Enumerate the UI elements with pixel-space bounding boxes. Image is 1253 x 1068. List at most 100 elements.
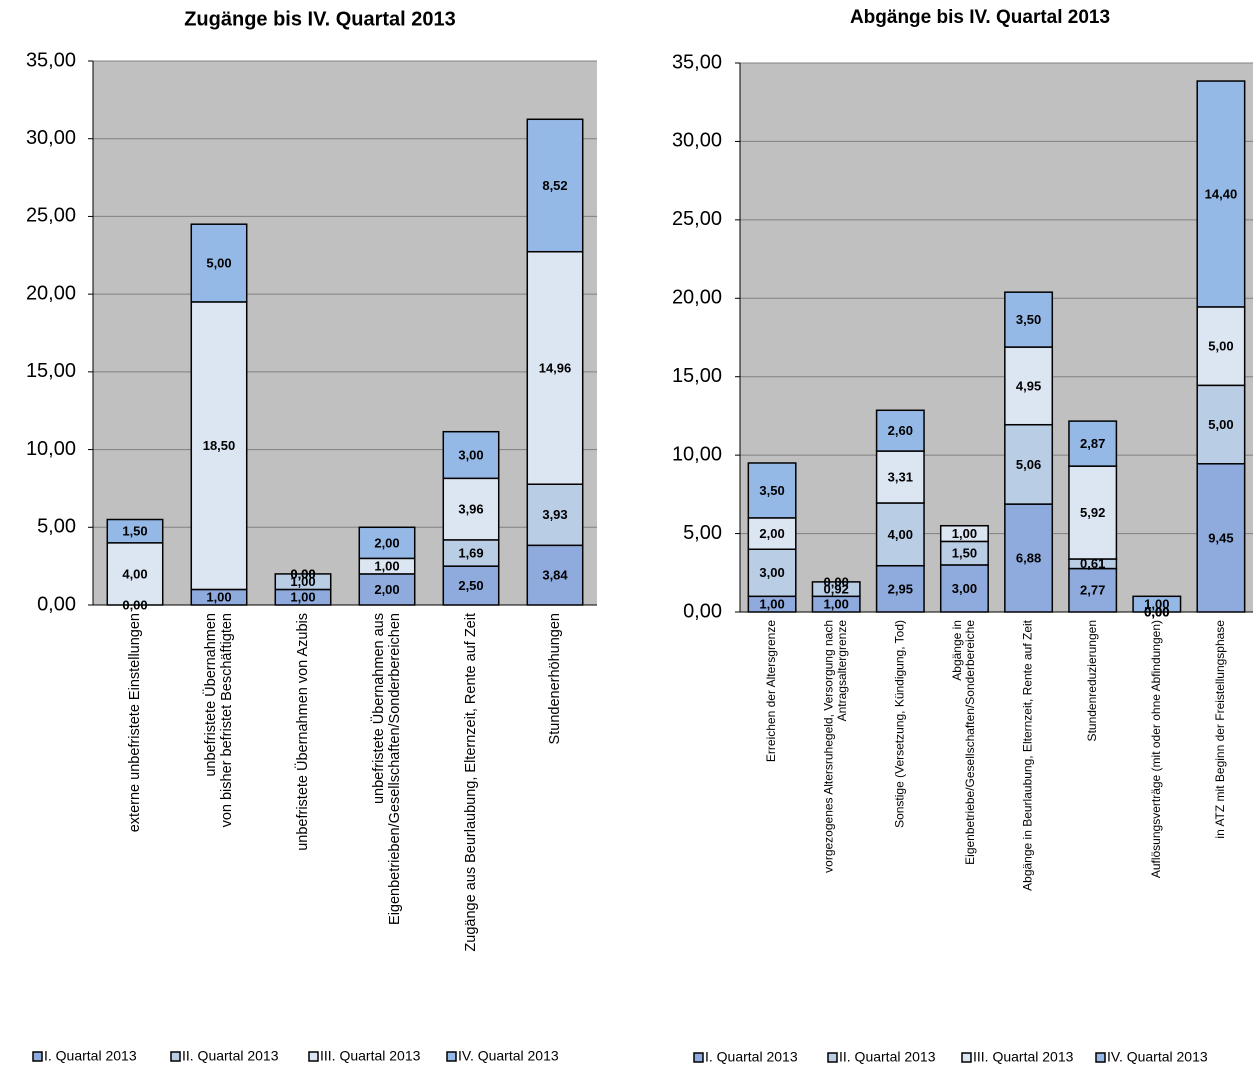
- x-tick-label-group: unbefristete Übernahmen von Azubis: [293, 613, 311, 851]
- value-label: 0,00: [290, 566, 315, 581]
- value-label: 0,61: [1080, 556, 1105, 571]
- value-label: 1,00: [952, 526, 977, 541]
- legend-swatch: [308, 1051, 319, 1062]
- y-tick-label: 35,00: [26, 49, 76, 71]
- y-tick-label: 5,00: [37, 516, 76, 538]
- x-tick-label-group: externe unbefristete Einstellungen: [127, 613, 143, 832]
- y-tick-label: 0,00: [37, 593, 76, 615]
- value-label: 2,95: [888, 581, 913, 596]
- value-label: 0,00: [824, 574, 849, 589]
- legend-swatch: [32, 1051, 43, 1062]
- x-tick-label-group: unbefristete Übernahmen von bisher befri…: [201, 613, 235, 831]
- x-tick-label-group: Abgänge in Eigenbetriebe/Gesellschaften/…: [950, 620, 977, 868]
- bar-segment: [875, 450, 925, 504]
- value-label: 4,95: [1016, 378, 1041, 393]
- bar-segment: [190, 301, 248, 591]
- y-tick-label: 10,00: [26, 438, 76, 460]
- legend-swatch: [961, 1052, 972, 1063]
- legend-swatch: [827, 1052, 838, 1063]
- y-tick-label: 30,00: [672, 130, 722, 152]
- x-tick-label: Abgänge in Eigenbetriebe/Gesellschaften/…: [950, 620, 977, 868]
- value-label: 18,50: [203, 438, 236, 453]
- value-label: 3,84: [542, 568, 568, 583]
- value-label: 8,52: [542, 178, 567, 193]
- value-label: 3,93: [542, 507, 567, 522]
- x-tick-label: in ATZ mit Beginn der Freistellungsphase: [1213, 620, 1227, 839]
- value-label: 0,00: [122, 597, 147, 612]
- value-label: 2,87: [1080, 436, 1105, 451]
- value-label: 3,50: [759, 483, 784, 498]
- value-label: 4,00: [888, 527, 913, 542]
- value-label: 14,96: [539, 360, 572, 375]
- value-label: 4,00: [122, 566, 147, 581]
- bar-segment: [1068, 567, 1118, 613]
- value-label: 1,50: [952, 546, 977, 561]
- legend-label: IV. Quartal 2013: [1107, 1049, 1208, 1065]
- value-label: 9,45: [1208, 530, 1233, 545]
- x-tick-label-group: Sonstige (Versetzung, Kündigung, Tod): [892, 620, 906, 828]
- x-tick-label: vorgezogenes Altersruhegeld, Versorgung …: [822, 620, 849, 873]
- x-tick-label: Erreichen der Altersgrenze: [764, 620, 778, 762]
- bar-segment: [1196, 306, 1246, 387]
- x-tick-label: unbefristete Übernahmen von Azubis: [293, 613, 311, 851]
- value-label: 5,06: [1016, 457, 1041, 472]
- x-tick-label: Stundenerhöhungen: [547, 613, 563, 744]
- chart-title: Zugänge bis IV. Quartal 2013: [184, 8, 456, 30]
- bar-segment: [442, 430, 500, 480]
- bar-segment: [875, 564, 925, 613]
- bar-segment: [747, 462, 797, 519]
- value-label: 3,00: [952, 581, 977, 596]
- bar-segment: [875, 409, 925, 452]
- value-label: 2,00: [374, 535, 399, 550]
- y-tick-label: 15,00: [26, 360, 76, 382]
- bar-segment: [875, 502, 925, 567]
- y-tick-label: 20,00: [672, 287, 722, 309]
- bar-segment: [106, 542, 164, 606]
- y-tick-label: 0,00: [683, 600, 722, 622]
- value-label: 5,00: [1208, 417, 1233, 432]
- x-tick-label-group: Abgänge in Beurlaubung, Elternzeit, Rent…: [1021, 619, 1035, 891]
- legend-label: III. Quartal 2013: [320, 1048, 421, 1064]
- x-tick-label-group: unbefristete Übernahmen aus Eigenbetrieb…: [369, 613, 403, 929]
- bar-segment: [106, 518, 164, 544]
- x-tick-label: unbefristete Übernahmen von bisher befri…: [201, 613, 235, 831]
- bar-segment: [1196, 463, 1246, 613]
- bar-segment: [1068, 420, 1118, 467]
- value-label: 2,77: [1080, 583, 1105, 598]
- legend-label: II. Quartal 2013: [182, 1048, 279, 1064]
- x-tick-label: Stundenreduzierungen: [1085, 620, 1099, 741]
- value-label: 0,00: [1144, 604, 1169, 619]
- bar-segment: [1196, 80, 1246, 308]
- bar-segment: [811, 581, 861, 598]
- legend-label: IV. Quartal 2013: [458, 1048, 559, 1064]
- y-tick-label: 25,00: [672, 208, 722, 230]
- value-label: 1,00: [206, 590, 231, 605]
- y-tick-label: 15,00: [672, 365, 722, 387]
- value-label: 2,60: [888, 423, 913, 438]
- value-label: 5,92: [1080, 505, 1105, 520]
- x-tick-label-group: Auflösungsverträge (mit oder ohne Abfind…: [1149, 620, 1163, 878]
- value-label: 1,00: [1144, 597, 1169, 612]
- value-label: 0,92: [824, 582, 849, 597]
- value-label: 14,40: [1205, 186, 1238, 201]
- value-label: 3,50: [1016, 312, 1041, 327]
- y-tick-label: 25,00: [26, 205, 76, 227]
- bar-segment: [358, 526, 416, 560]
- value-label: 1,00: [290, 590, 315, 605]
- value-label: 5,00: [1208, 339, 1233, 354]
- bar-segment: [747, 517, 797, 551]
- bar-segment: [442, 477, 500, 541]
- legend-swatch: [170, 1051, 181, 1062]
- value-label: 1,00: [374, 559, 399, 574]
- x-tick-label: unbefristete Übernahmen aus Eigenbetrieb…: [369, 613, 403, 929]
- value-label: 3,00: [458, 447, 483, 462]
- y-tick-label: 30,00: [26, 127, 76, 149]
- y-tick-label: 10,00: [672, 443, 722, 465]
- x-tick-label-group: in ATZ mit Beginn der Freistellungsphase: [1213, 620, 1227, 839]
- bar-segment: [274, 573, 332, 591]
- value-label: 3,00: [759, 565, 784, 580]
- value-label: 1,00: [759, 597, 784, 612]
- value-label: 1,00: [824, 597, 849, 612]
- value-label: 0,00: [1144, 604, 1169, 619]
